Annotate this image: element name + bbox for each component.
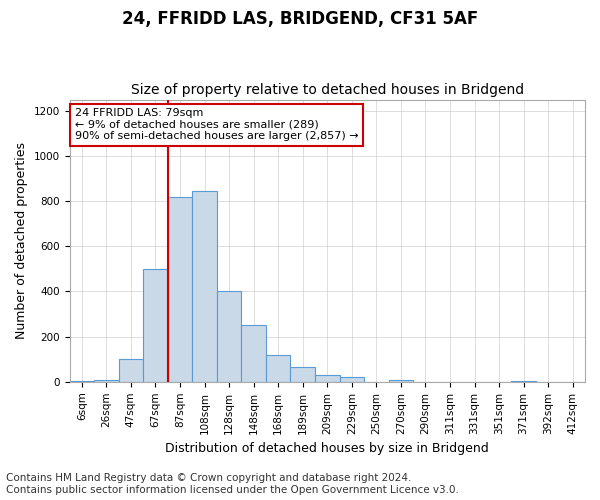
Title: Size of property relative to detached houses in Bridgend: Size of property relative to detached ho… (131, 83, 524, 97)
Bar (266, 354, 290, 382)
Bar (168, 196, 192, 382)
Bar (70, 380, 94, 382)
Bar (143, 269, 168, 382)
Text: 24 FFRIDD LAS: 79sqm
← 9% of detached houses are smaller (289)
90% of semi-detac: 24 FFRIDD LAS: 79sqm ← 9% of detached ho… (74, 108, 358, 141)
Text: 24, FFRIDD LAS, BRIDGEND, CF31 5AF: 24, FFRIDD LAS, BRIDGEND, CF31 5AF (122, 10, 478, 28)
Bar (119, 359, 143, 382)
Bar (511, 380, 536, 382)
Text: Contains HM Land Registry data © Crown copyright and database right 2024.
Contai: Contains HM Land Registry data © Crown c… (6, 474, 459, 495)
Bar (340, 378, 364, 382)
Bar (389, 380, 413, 382)
Bar (217, 292, 241, 382)
Bar (192, 191, 217, 382)
Bar (315, 375, 340, 382)
Bar (241, 326, 266, 382)
X-axis label: Distribution of detached houses by size in Bridgend: Distribution of detached houses by size … (166, 442, 489, 455)
Y-axis label: Number of detached properties: Number of detached properties (15, 142, 28, 339)
Bar (94, 380, 119, 382)
Bar (290, 367, 315, 382)
